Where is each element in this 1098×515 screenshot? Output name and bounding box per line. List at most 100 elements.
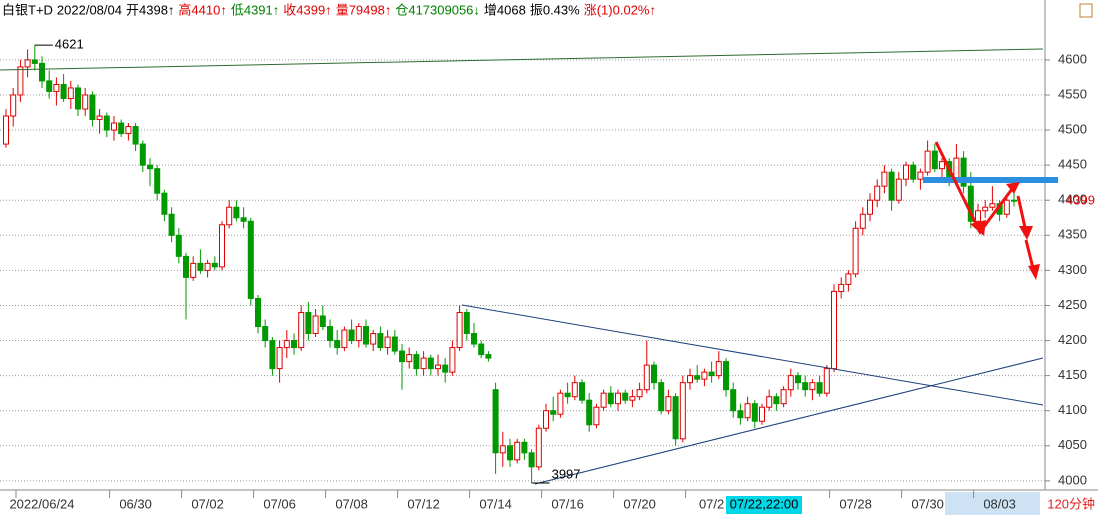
candle-body bbox=[219, 224, 225, 268]
axes: 4000 4050 4100 4150 4200 4250 4300 4350 4400 4450… bbox=[9, 37, 1095, 514]
candle-body bbox=[147, 164, 153, 170]
candle-body bbox=[291, 340, 297, 349]
cursor-label: 07/22,22:00 bbox=[730, 496, 799, 511]
candle-body bbox=[543, 410, 549, 429]
candle-body bbox=[903, 164, 909, 180]
trend-line bbox=[461, 304, 1044, 406]
candle-body bbox=[982, 206, 989, 212]
candle-body bbox=[89, 94, 96, 121]
candle-body bbox=[24, 59, 31, 68]
candle-body bbox=[1011, 199, 1017, 202]
candle-body bbox=[269, 340, 276, 370]
candle-body bbox=[96, 115, 103, 121]
y-tick-label: 4500 bbox=[1058, 121, 1087, 136]
candle-body bbox=[629, 396, 636, 401]
candle-body bbox=[521, 441, 528, 454]
candle-body bbox=[31, 59, 38, 64]
arrowheads bbox=[970, 182, 1040, 280]
candle-body bbox=[456, 311, 463, 349]
candle-body bbox=[111, 122, 117, 131]
candle-body bbox=[859, 213, 866, 229]
x-tick-label: 07/08 bbox=[335, 496, 368, 511]
candle-body bbox=[600, 392, 607, 408]
candle-body bbox=[125, 126, 132, 135]
candle-body bbox=[370, 333, 377, 345]
x-tick-label: 2022/06/24 bbox=[9, 496, 74, 511]
x-tick-label: 07/02 bbox=[191, 496, 224, 511]
annotation: 3997 bbox=[552, 466, 581, 481]
candle-body bbox=[809, 382, 816, 391]
candle-body bbox=[845, 273, 852, 285]
arrowhead bbox=[1006, 182, 1020, 194]
x-tick-label: 07/2 bbox=[699, 496, 724, 511]
candle-body bbox=[715, 361, 722, 377]
candle-body bbox=[499, 445, 506, 454]
candle-body bbox=[593, 406, 600, 426]
header-field: 振0.43% bbox=[530, 2, 580, 17]
candle-body bbox=[492, 389, 499, 454]
arrowhead bbox=[970, 220, 986, 236]
candle-body bbox=[960, 157, 967, 187]
candle-body bbox=[607, 392, 614, 405]
y-tick-label: 4150 bbox=[1058, 367, 1087, 382]
candle-body bbox=[312, 315, 319, 335]
candle-body bbox=[514, 441, 521, 461]
candle-body bbox=[190, 262, 197, 278]
candle-body bbox=[118, 122, 125, 135]
header-field: 白银T+D bbox=[2, 2, 53, 17]
candle-body bbox=[348, 329, 355, 342]
candle-body bbox=[687, 375, 693, 384]
candles bbox=[3, 45, 1017, 483]
header-field: 增4068 bbox=[484, 2, 526, 17]
period-label: 120分钟 bbox=[1047, 496, 1095, 511]
candle-body bbox=[103, 115, 110, 131]
candle-body bbox=[766, 396, 773, 408]
candle-body bbox=[744, 403, 751, 419]
candle-body bbox=[795, 375, 801, 384]
candle-body bbox=[463, 311, 470, 335]
arrowhead bbox=[1028, 264, 1040, 280]
candle-body bbox=[384, 336, 391, 349]
candle-body bbox=[442, 364, 449, 373]
candle-body bbox=[751, 403, 758, 422]
header-field: 高4410↑ bbox=[178, 2, 226, 17]
candle-body bbox=[802, 382, 809, 391]
y-tick-label: 4450 bbox=[1058, 157, 1087, 172]
x-tick-label: 07/14 bbox=[479, 496, 512, 511]
candle-body bbox=[780, 389, 787, 405]
x-tick-label: 06/30 bbox=[119, 496, 152, 511]
arrowhead bbox=[1019, 226, 1033, 240]
candle-body bbox=[975, 210, 981, 222]
candle-body bbox=[701, 371, 708, 380]
candle-body bbox=[363, 326, 369, 345]
header-field: 量79498↑ bbox=[336, 2, 392, 17]
candle-body bbox=[694, 375, 701, 380]
x-tick-label: 07/28 bbox=[839, 496, 872, 511]
candle-body bbox=[60, 83, 67, 99]
candle-body bbox=[823, 368, 830, 394]
candle-body bbox=[420, 357, 427, 370]
candle-body bbox=[773, 396, 780, 405]
candle-body bbox=[931, 150, 938, 170]
candle-body bbox=[723, 361, 729, 391]
candle-body bbox=[816, 382, 823, 394]
candle-body bbox=[989, 203, 996, 208]
candle-body bbox=[183, 255, 189, 278]
trend-line bbox=[0, 48, 1044, 71]
candle-body bbox=[139, 143, 146, 166]
candle-body bbox=[75, 87, 81, 110]
y-tick-label: 4400 bbox=[1058, 192, 1087, 207]
candle-body bbox=[571, 382, 578, 398]
x-tick-label: 07/20 bbox=[623, 496, 656, 511]
candle-body bbox=[10, 94, 17, 117]
candle-body bbox=[82, 94, 89, 110]
candle-body bbox=[435, 364, 441, 370]
header-field: 涨(1)0.02%↑ bbox=[584, 2, 656, 17]
candle-body bbox=[787, 375, 794, 391]
corner-icon[interactable] bbox=[1079, 3, 1093, 18]
candle-body bbox=[132, 126, 139, 145]
candle-body bbox=[615, 392, 621, 405]
candle-body bbox=[67, 87, 74, 99]
candle-body bbox=[528, 452, 535, 468]
y-tick-label: 4300 bbox=[1058, 262, 1087, 277]
